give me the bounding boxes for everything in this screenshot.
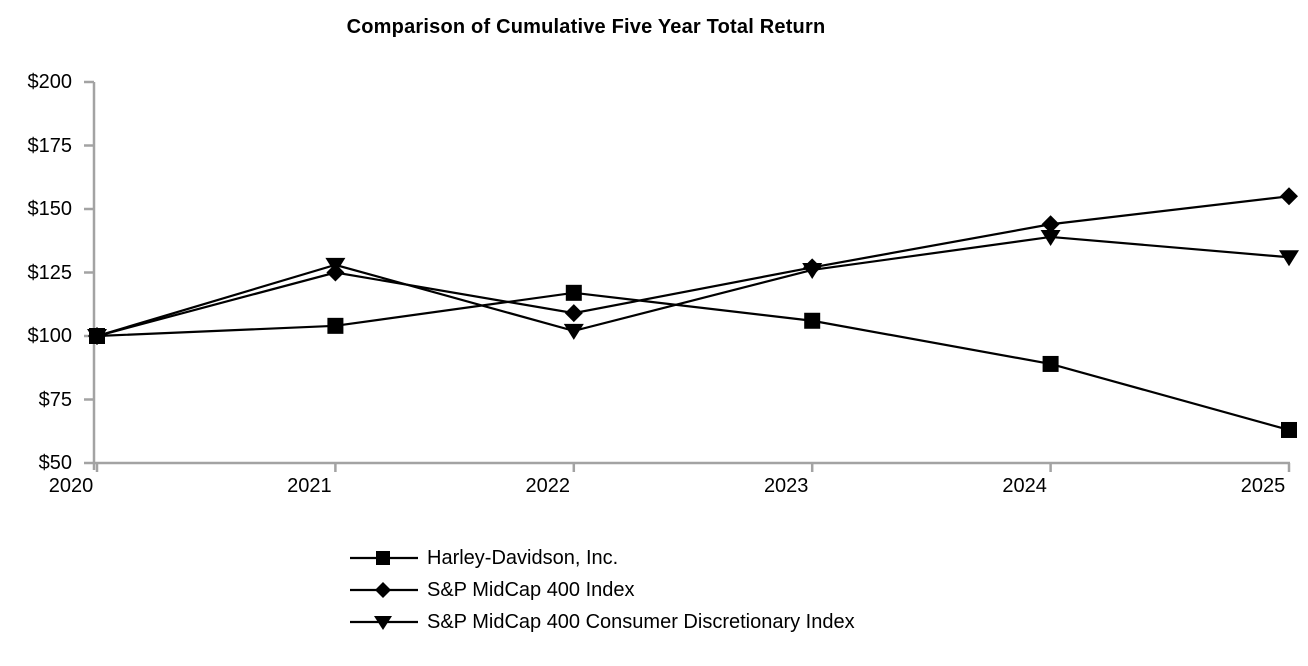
marker-square bbox=[565, 284, 582, 301]
y-axis-tick-label: $175 bbox=[27, 134, 73, 157]
legend-marker-triangle-down bbox=[350, 616, 418, 630]
legend-label: Harley-Davidson, Inc. bbox=[427, 546, 619, 569]
marker-diamond bbox=[1041, 215, 1060, 234]
x-axis-tick-label: 2020 bbox=[48, 475, 94, 497]
marker-triangle-down bbox=[1040, 229, 1061, 246]
series-line-0 bbox=[96, 291, 1290, 432]
x-axis-tick-label: 2023 bbox=[763, 475, 809, 497]
marker-square bbox=[327, 317, 344, 334]
series-line-2 bbox=[96, 235, 1290, 338]
x-axis-tick-label: 2021 bbox=[287, 475, 332, 497]
marker-square bbox=[804, 312, 821, 329]
marker-triangle-down bbox=[1279, 250, 1299, 267]
legend-item: Harley-Davidson, Inc. bbox=[348, 542, 855, 574]
y-axis-tick-label: $75 bbox=[38, 388, 72, 411]
marker-diamond bbox=[564, 304, 583, 323]
marker-square bbox=[89, 328, 105, 344]
y-axis-tick-label: $50 bbox=[38, 452, 72, 474]
legend: Harley-Davidson, Inc. S&P MidCap 400 Inde… bbox=[348, 542, 855, 638]
legend-marker-diamond bbox=[350, 582, 418, 598]
y-axis-tick-label: $200 bbox=[27, 71, 73, 93]
series-line-1 bbox=[96, 195, 1290, 338]
y-axis-tick-label: $150 bbox=[27, 198, 73, 220]
marker-square bbox=[1281, 421, 1297, 438]
marker-diamond bbox=[1280, 187, 1298, 206]
legend-label: S&P MidCap 400 Index bbox=[427, 578, 635, 601]
marker-triangle-down bbox=[563, 323, 584, 340]
legend-label: S&P MidCap 400 Consumer Discretionary In… bbox=[427, 610, 855, 633]
x-axis-tick-label: 2022 bbox=[525, 475, 571, 497]
legend-marker-square bbox=[350, 551, 418, 565]
legend-item: S&P MidCap 400 Consumer Discretionary In… bbox=[348, 606, 855, 638]
y-axis-tick-label: $125 bbox=[27, 261, 73, 284]
y-axis-tick-label: $100 bbox=[27, 325, 73, 347]
marker-square bbox=[1042, 355, 1059, 372]
legend-item: S&P MidCap 400 Index bbox=[348, 574, 855, 606]
chart-title: Comparison of Cumulative Five Year Total… bbox=[346, 16, 826, 38]
x-axis-tick-label: 2025 bbox=[1240, 475, 1286, 497]
marker-diamond bbox=[326, 263, 345, 282]
x-axis-tick-label: 2024 bbox=[1002, 475, 1047, 497]
marker-diamond bbox=[803, 258, 822, 277]
